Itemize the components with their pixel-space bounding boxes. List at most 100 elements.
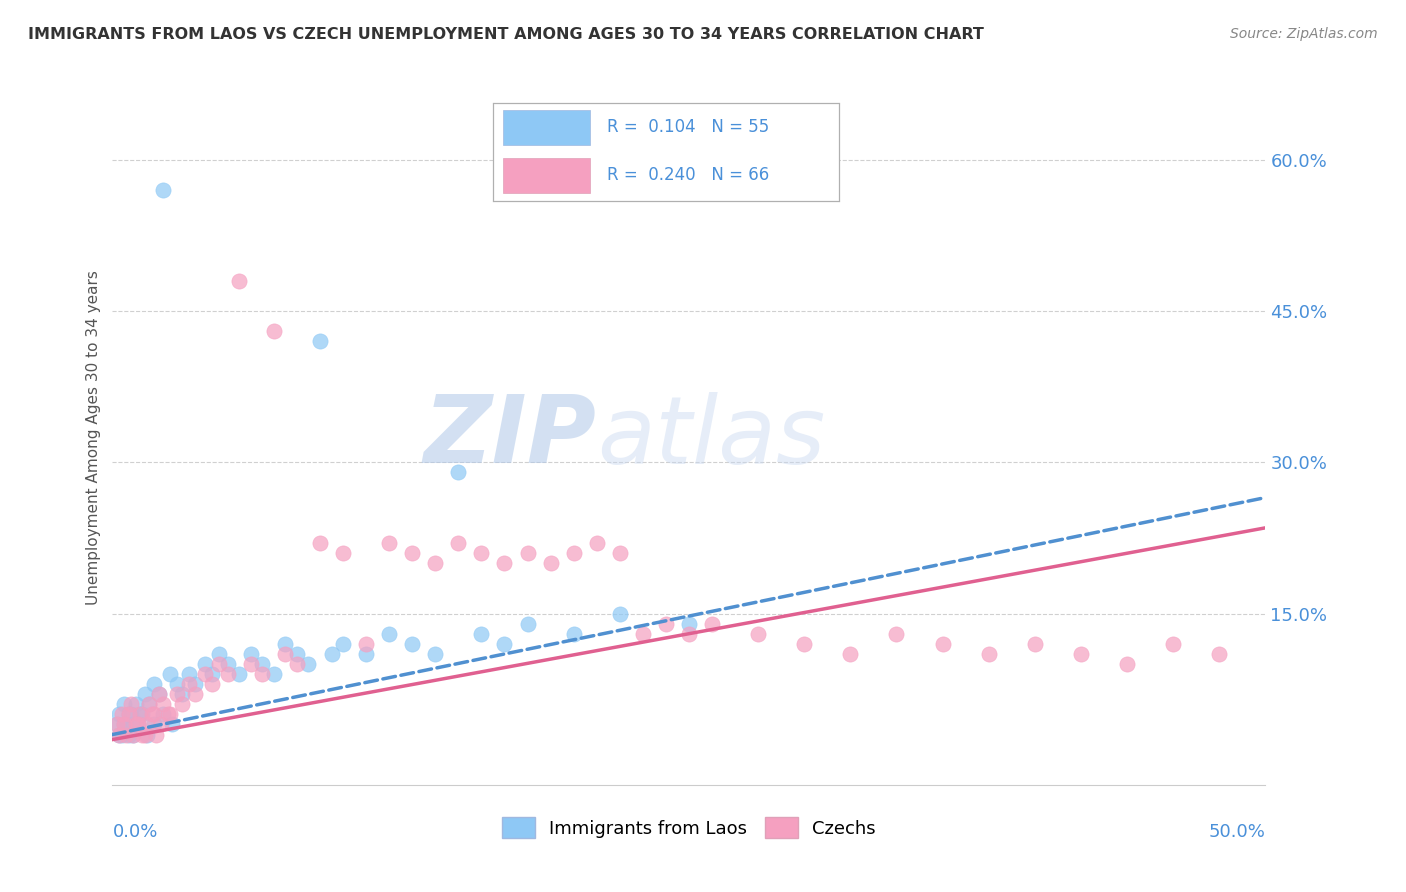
Point [170, 698, 193, 712]
Point [470, 626, 492, 640]
Point [678, 626, 700, 640]
Point [217, 667, 239, 681]
Point [201, 667, 224, 681]
Point [297, 657, 319, 671]
Point [839, 647, 862, 661]
Point [124, 698, 146, 712]
Point [201, 677, 224, 691]
Point [136, 717, 159, 731]
Point [122, 727, 145, 741]
Point [134, 687, 156, 701]
Point [1070, 647, 1092, 661]
Point [134, 727, 156, 741]
Point [207, 657, 229, 671]
Point [177, 667, 200, 681]
Y-axis label: Unemployment Among Ages 30 to 34 years: Unemployment Among Ages 30 to 34 years [86, 269, 101, 605]
Point [562, 546, 585, 560]
Point [117, 707, 139, 722]
Legend: Immigrants from Laos, Czechs: Immigrants from Laos, Czechs [495, 810, 883, 846]
Point [136, 727, 159, 741]
Point [332, 637, 354, 651]
Text: 50.0%: 50.0% [1209, 823, 1265, 841]
Text: atlas: atlas [596, 392, 825, 483]
Point [141, 707, 163, 722]
Point [378, 536, 401, 550]
Point [124, 717, 146, 731]
Point [120, 698, 142, 712]
Point [129, 707, 152, 722]
Point [166, 677, 188, 691]
Text: 0.0%: 0.0% [112, 823, 157, 841]
Point [309, 334, 332, 349]
Point [162, 717, 184, 731]
Point [108, 707, 131, 722]
Point [152, 707, 174, 722]
Point [977, 647, 1000, 661]
Point [332, 546, 354, 560]
Point [516, 546, 538, 560]
Point [793, 637, 815, 651]
Point [1161, 637, 1184, 651]
Point [112, 717, 135, 731]
Point [138, 698, 160, 712]
Point [108, 727, 131, 741]
Point [1208, 647, 1230, 661]
Point [194, 667, 217, 681]
Point [117, 727, 139, 741]
Point [117, 707, 139, 722]
Point [166, 687, 188, 701]
Point [655, 616, 678, 631]
Point [252, 667, 274, 681]
Point [609, 607, 631, 621]
Point [129, 707, 152, 722]
Point [159, 667, 181, 681]
Point [425, 647, 447, 661]
Point [152, 183, 174, 197]
Text: ZIP: ZIP [423, 391, 596, 483]
Point [609, 546, 631, 560]
Point [285, 657, 308, 671]
Point [516, 616, 538, 631]
Point [138, 698, 160, 712]
Point [239, 647, 262, 661]
Point [122, 727, 145, 741]
Point [131, 727, 153, 741]
Point [143, 677, 166, 691]
Point [143, 717, 166, 731]
Text: IMMIGRANTS FROM LAOS VS CZECH UNEMPLOYMENT AMONG AGES 30 TO 34 YEARS CORRELATION: IMMIGRANTS FROM LAOS VS CZECH UNEMPLOYME… [28, 27, 984, 42]
Point [105, 717, 128, 731]
Point [148, 687, 170, 701]
Point [131, 707, 153, 722]
Point [1116, 657, 1139, 671]
Point [540, 556, 562, 570]
Point [285, 647, 308, 661]
Point [112, 717, 135, 731]
Point [207, 647, 229, 661]
Point [886, 626, 908, 640]
Point [156, 707, 179, 722]
Point [228, 274, 250, 288]
Point [252, 657, 274, 671]
Point [470, 546, 492, 560]
Point [263, 324, 285, 338]
Point [184, 687, 207, 701]
Point [177, 677, 200, 691]
Point [115, 717, 138, 731]
Point [145, 727, 167, 741]
Point [127, 717, 149, 731]
Point [401, 546, 423, 560]
Point [678, 616, 700, 631]
Point [122, 717, 145, 731]
Point [354, 637, 377, 651]
Point [111, 727, 134, 741]
Point [447, 536, 470, 550]
Point [494, 556, 516, 570]
Point [274, 637, 297, 651]
Point [1024, 637, 1046, 651]
Point [354, 647, 377, 661]
Point [239, 657, 262, 671]
Point [148, 687, 170, 701]
Point [127, 717, 149, 731]
Point [585, 536, 607, 550]
Point [217, 657, 239, 671]
